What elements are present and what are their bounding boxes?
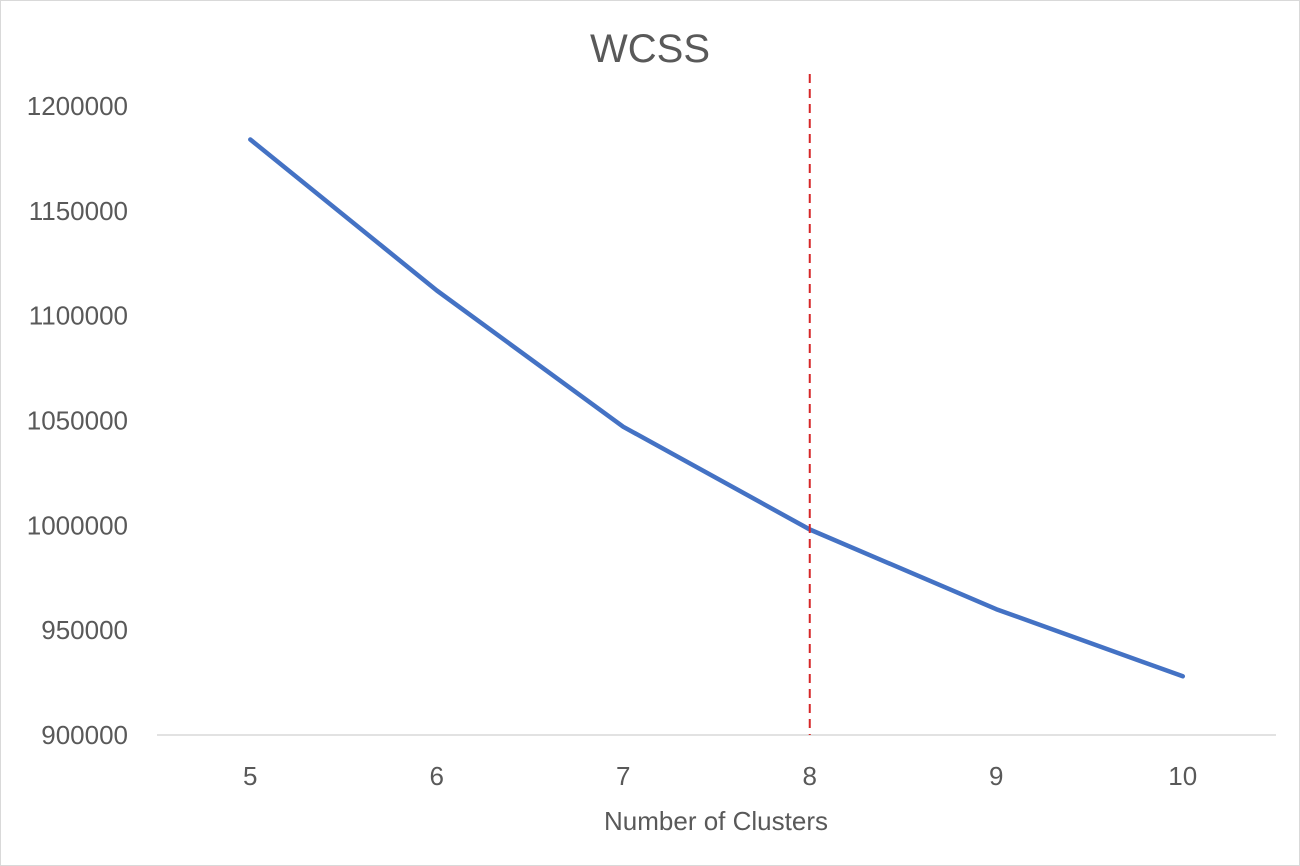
y-tick-label: 1150000 <box>29 196 128 226</box>
x-tick-label: 7 <box>616 761 630 791</box>
x-tick-label: 8 <box>803 761 817 791</box>
x-axis-ticks: 5 6 7 8 9 10 <box>243 761 1197 791</box>
y-tick-label: 1000000 <box>27 510 128 540</box>
x-tick-label: 9 <box>989 761 1003 791</box>
y-tick-label: 900000 <box>41 720 128 750</box>
y-tick-label: 950000 <box>41 615 128 645</box>
x-tick-label: 6 <box>430 761 444 791</box>
x-tick-label: 10 <box>1168 761 1197 791</box>
y-axis-ticks: 900000 950000 1000000 1050000 1100000 1150000… <box>27 91 128 750</box>
y-tick-label: 1100000 <box>29 301 128 331</box>
x-tick-label: 5 <box>243 761 257 791</box>
y-tick-label: 1050000 <box>27 406 128 436</box>
series-group <box>248 137 1186 679</box>
x-axis-label: Number of Clusters <box>604 806 828 836</box>
series-line <box>248 137 1186 679</box>
chart-title: WCSS <box>590 27 710 71</box>
y-tick-label: 1200000 <box>27 91 128 121</box>
